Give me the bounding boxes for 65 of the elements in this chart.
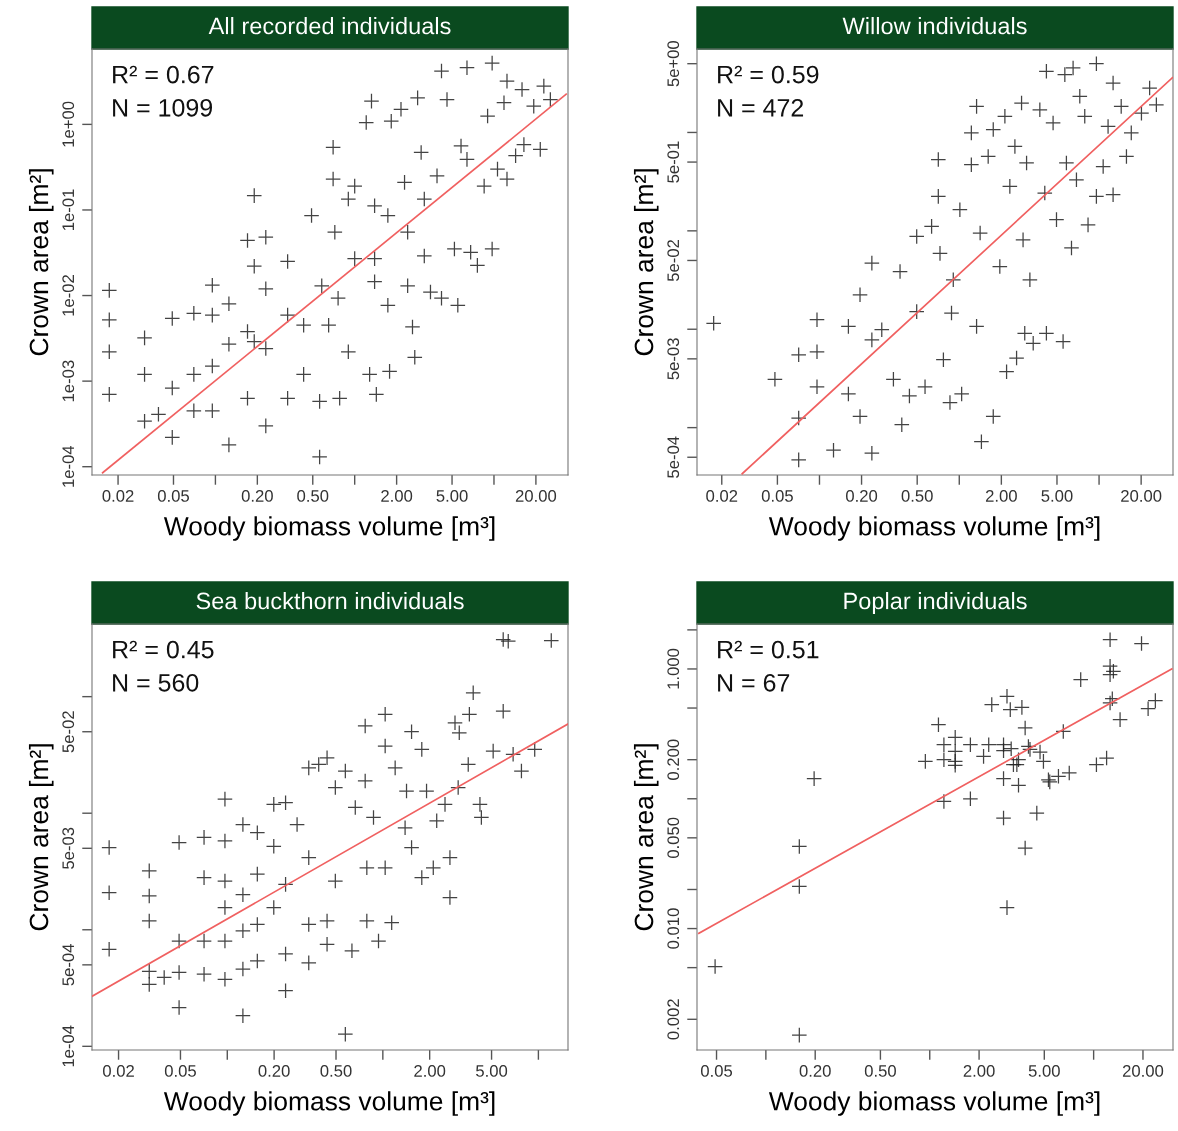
x-tick-label: 0.05 <box>164 1065 196 1077</box>
x-tick-label: 0.50 <box>320 1065 352 1077</box>
y-tick-label: 0.050 <box>667 817 680 859</box>
x-tick-label: 5.00 <box>1041 490 1073 502</box>
annotation: R² = 0.59 <box>718 65 819 84</box>
x-tick-label: 0.05 <box>700 1065 733 1077</box>
x-axis-title: Woody biomass volume [m³] <box>163 1091 495 1116</box>
annotation: R² = 0.67 <box>113 65 214 84</box>
x-axis-title: Woody biomass volume [m³] <box>768 1091 1100 1116</box>
y-tick-label: 5e-04 <box>62 944 75 986</box>
annotation: R² = 0.51 <box>718 640 819 659</box>
chart-title: Poplar individuals <box>844 591 1027 615</box>
y-tick-label: 5e-03 <box>62 827 75 869</box>
x-tick-label: 20.00 <box>1121 490 1162 502</box>
x-tick-label: 0.02 <box>102 1065 134 1077</box>
chart-title: Willow individuals <box>842 17 1027 35</box>
x-axis-title: Woody biomass volume [m³] <box>768 516 1100 541</box>
x-tick-label: 0.50 <box>297 490 329 502</box>
x-axis-title: Woody biomass volume [m³] <box>163 516 495 541</box>
x-tick-label: 0.20 <box>845 490 878 502</box>
y-tick-label: 1e-04 <box>62 445 75 487</box>
y-tick-label: 5e+00 <box>667 40 680 87</box>
annotation: N = 1099 <box>113 98 213 117</box>
annotation: N = 67 <box>718 673 790 692</box>
y-axis-title: Crown area [m²] <box>28 169 54 356</box>
x-tick-label: 5.00 <box>436 490 468 502</box>
y-tick-label: 1e-02 <box>62 275 75 316</box>
y-axis-title: Crown area [m²] <box>633 169 659 356</box>
chart-title: Sea buckthorn individuals <box>196 591 464 610</box>
y-tick-label: 0.200 <box>667 739 680 780</box>
x-tick-label: 0.05 <box>157 490 190 502</box>
y-tick-label: 0.010 <box>667 908 680 949</box>
y-tick-label: 5e-04 <box>667 436 680 478</box>
x-tick-label: 0.50 <box>864 1065 896 1077</box>
x-tick-label: 20.00 <box>1122 1065 1164 1077</box>
y-axis-title: Crown area [m²] <box>633 744 659 931</box>
x-tick-label: 5.00 <box>476 1065 508 1077</box>
x-tick-label: 5.00 <box>1028 1065 1060 1077</box>
annotation: N = 560 <box>113 673 199 692</box>
y-tick-label: 5e-01 <box>667 141 680 183</box>
y-tick-label: 5e-02 <box>667 239 680 282</box>
y-tick-label: 5e-03 <box>667 338 680 380</box>
chart-title: All recorded individuals <box>208 17 451 35</box>
x-tick-label: 0.20 <box>799 1065 831 1077</box>
y-tick-label: 5e-02 <box>62 711 75 753</box>
y-tick-label: 1e-04 <box>62 1025 75 1067</box>
annotation: R² = 0.45 <box>113 640 214 659</box>
y-tick-label: 1.000 <box>667 648 680 689</box>
y-tick-label: 1e+00 <box>62 101 75 147</box>
x-tick-label: 2.00 <box>985 490 1017 502</box>
x-tick-label: 2.00 <box>963 1065 995 1077</box>
x-tick-label: 0.02 <box>102 490 134 502</box>
y-tick-label: 0.002 <box>667 999 680 1040</box>
y-tick-label: 1e-01 <box>62 189 75 230</box>
x-tick-label: 0.05 <box>761 490 793 502</box>
x-tick-label: 0.02 <box>706 490 738 502</box>
y-tick-label: 1e-03 <box>62 360 75 402</box>
x-tick-label: 0.50 <box>901 490 933 502</box>
x-tick-label: 2.00 <box>414 1065 446 1077</box>
x-tick-label: 0.20 <box>241 490 273 502</box>
x-tick-label: 0.20 <box>258 1065 290 1077</box>
x-tick-label: 2.00 <box>381 490 413 502</box>
y-axis-title: Crown area [m²] <box>28 744 54 931</box>
x-tick-label: 20.00 <box>515 490 557 502</box>
annotation: N = 472 <box>718 98 804 117</box>
